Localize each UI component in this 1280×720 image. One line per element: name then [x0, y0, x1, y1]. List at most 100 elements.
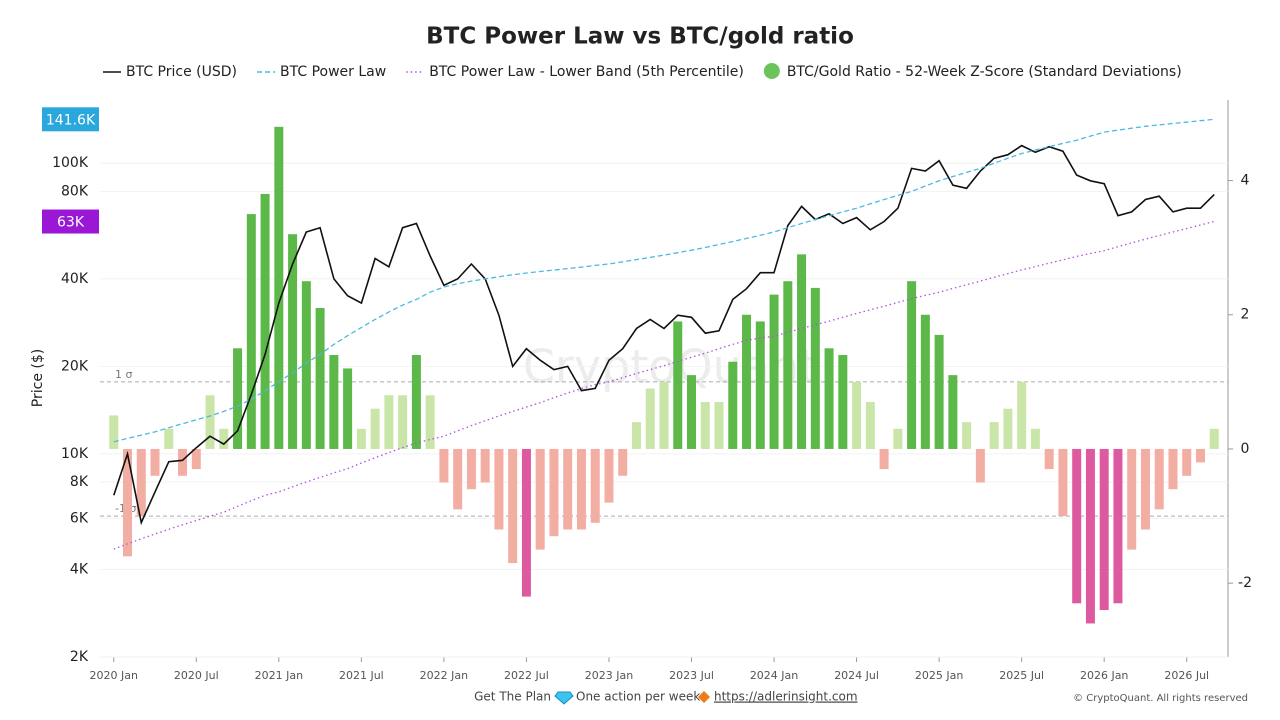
bar: [466, 448, 476, 490]
bar: [714, 401, 724, 449]
bar: [893, 428, 903, 449]
value-label: 63K: [57, 215, 85, 231]
y2-tick-label: -2: [1238, 575, 1252, 591]
legend-item: BTC Power Law - Lower Band (5th Percenti…: [406, 64, 744, 80]
bar: [1030, 428, 1040, 449]
bar: [136, 448, 146, 517]
bar: [783, 281, 793, 449]
bar: [865, 401, 875, 449]
bar: [1058, 448, 1068, 517]
legend-label: BTC Price (USD): [126, 64, 237, 80]
bar: [797, 254, 807, 449]
bar: [590, 448, 600, 523]
bar: [824, 348, 834, 449]
x-tick-label: 2023 Jul: [669, 669, 714, 682]
x-tick-label: 2025 Jul: [999, 669, 1044, 682]
y-tick-label: 4K: [70, 562, 89, 578]
bar: [315, 308, 325, 449]
value-label-box: [42, 107, 99, 132]
bar: [1003, 408, 1013, 449]
bar: [150, 448, 160, 476]
bar: [164, 428, 174, 449]
copyright: © CryptoQuant. All rights reserved: [1073, 693, 1248, 704]
bar: [1044, 448, 1054, 470]
value-label-box: [42, 209, 99, 234]
x-tick-label: 2026 Jan: [1080, 669, 1128, 682]
bar: [810, 287, 820, 449]
bar: [508, 448, 518, 564]
x-tick-label: 2021 Jan: [255, 669, 303, 682]
x-tick-label: 2020 Jan: [90, 669, 138, 682]
bar: [1154, 448, 1164, 510]
bar: [521, 448, 531, 597]
bar: [1017, 381, 1027, 449]
y-tick-label: 8K: [70, 474, 89, 490]
bar: [246, 214, 256, 449]
footer-link[interactable]: https://adlerinsight.com: [714, 690, 858, 704]
bar: [989, 422, 999, 449]
diamond-icon: [698, 691, 710, 703]
bar: [480, 448, 490, 483]
x-tick-label: 2023 Jan: [585, 669, 633, 682]
bar: [742, 314, 752, 449]
bar: [1085, 448, 1095, 624]
gem-icon: [554, 691, 574, 705]
bar: [659, 381, 669, 449]
bar: [274, 126, 284, 449]
y2-tick-label: 2: [1241, 307, 1250, 323]
bar: [1168, 448, 1178, 490]
legend-item: BTC/Gold Ratio - 52-Week Z-Score (Standa…: [763, 63, 1182, 80]
y-tick-label: 100K: [52, 155, 89, 171]
bar: [356, 428, 366, 449]
legend-label: BTC Power Law: [280, 64, 386, 80]
bar: [233, 348, 243, 449]
line: [113, 144, 1215, 526]
bar: [907, 281, 917, 449]
bar: [301, 281, 311, 449]
bar: [920, 314, 930, 449]
bar: [879, 448, 889, 470]
bar: [687, 375, 697, 449]
bar: [535, 448, 545, 550]
bar: [178, 448, 188, 476]
z-score-bars: [109, 126, 1219, 624]
y-tick-label: 20K: [61, 358, 89, 374]
bar: [1099, 448, 1109, 611]
bar: [191, 448, 201, 470]
bar: [700, 401, 710, 449]
y2-tick-label: 4: [1241, 173, 1250, 189]
bar: [631, 422, 641, 449]
bar: [439, 448, 449, 483]
bar: [109, 415, 119, 449]
bar: [769, 294, 779, 449]
bar: [962, 422, 972, 449]
bar: [673, 321, 683, 449]
bar: [1072, 448, 1082, 604]
y-tick-label: 80K: [61, 183, 89, 199]
bar: [1195, 448, 1205, 463]
bar: [123, 448, 133, 557]
y2-tick-label: 0: [1241, 441, 1250, 457]
value-label: 141.6K: [46, 112, 96, 128]
bar: [549, 448, 559, 537]
bar: [425, 395, 435, 449]
bar: [1127, 448, 1137, 550]
x-tick-label: 2020 Jul: [174, 669, 219, 682]
bar: [838, 355, 848, 449]
y-tick-label: 10K: [61, 446, 89, 462]
y-tick-label: 2K: [70, 649, 89, 665]
x-tick-label: 2024 Jul: [834, 669, 879, 682]
y-tick-label: 6K: [70, 510, 89, 526]
x-tick-label: 2021 Jul: [339, 669, 384, 682]
bar: [384, 395, 394, 449]
bar: [1182, 448, 1192, 476]
legend-label: BTC/Gold Ratio - 52-Week Z-Score (Standa…: [787, 64, 1182, 80]
line: [113, 118, 1215, 443]
x-tick-label: 2025 Jan: [915, 669, 963, 682]
footer: Get The Plan One action per week https:/…: [474, 690, 1248, 705]
y-tick-label: 40K: [61, 271, 89, 287]
bar: [728, 361, 738, 449]
legend-label: BTC Power Law - Lower Band (5th Percenti…: [429, 64, 744, 80]
bar: [934, 334, 944, 449]
line: [113, 220, 1215, 550]
